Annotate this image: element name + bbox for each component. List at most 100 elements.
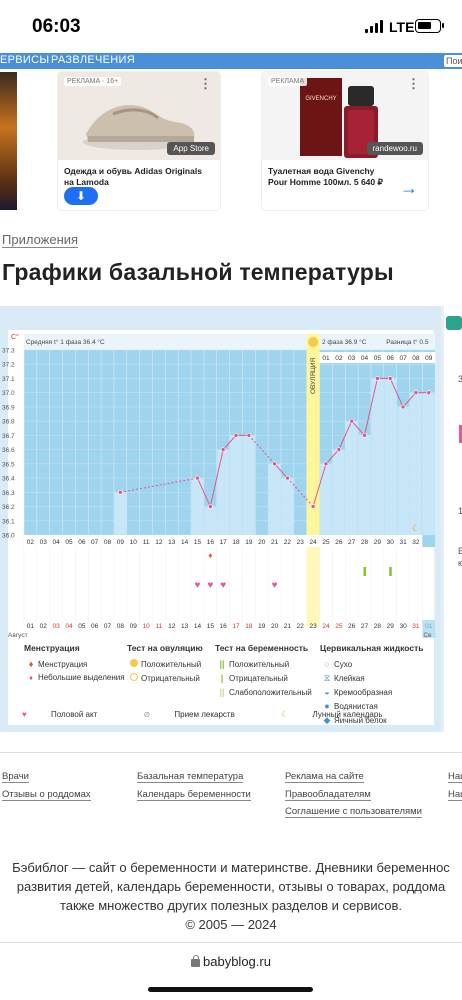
arrow-right-icon[interactable]: →: [400, 178, 418, 198]
y-tick-label: 36.9: [2, 404, 15, 411]
nav-item-services[interactable]: ЕРВИСЫ: [0, 54, 50, 66]
lock-icon: [191, 955, 201, 967]
small-bleeding-icon: ♦: [208, 551, 212, 560]
temperature-line-segment: [197, 477, 211, 507]
footer-link-maternity-reviews[interactable]: Отзывы о роддомах: [2, 789, 91, 801]
footer-link-more[interactable]: Наш: [448, 771, 462, 783]
temperature-line-segment: [312, 463, 327, 507]
date-label: 06: [91, 623, 99, 630]
footer-link-pregnancy-calendar[interactable]: Календарь беременности: [137, 789, 251, 801]
footer-link-more[interactable]: Наш: [448, 789, 462, 801]
pregnancy-test-negative-icon: [389, 567, 392, 576]
signal-icon: [365, 20, 383, 33]
temperature-bar: [204, 506, 217, 535]
date-label: 16: [220, 623, 228, 630]
url-text[interactable]: babyblog.ru: [203, 954, 271, 969]
date-label: 17: [232, 623, 240, 630]
phase2-day-cell: [319, 352, 333, 363]
pill-icon: ⊘: [143, 710, 151, 719]
legend-ovulation-test: Тест на овуляцию Положительный Отрицател…: [127, 643, 203, 685]
cycle-day-label: 29: [374, 539, 382, 546]
date-label: 01: [27, 623, 35, 630]
footer-divider: [0, 752, 462, 753]
cycle-day-label: 20: [258, 539, 266, 546]
negative-circle-icon: [127, 671, 141, 685]
nav-item-entertainment[interactable]: РАЗВЛЕЧЕНИЯ: [51, 54, 135, 66]
ad-banner-left[interactable]: [0, 72, 17, 210]
ad-title[interactable]: Одежда и обувь Adidas Originals на Lamod…: [64, 166, 202, 187]
temperature-bar: [384, 378, 397, 535]
ad-image-sneakers: [58, 72, 220, 160]
footer-link-bbt[interactable]: Базальная температура: [137, 771, 244, 783]
top-navigation: ЕРВИСЫ РАЗВЛЕЧЕНИЯ Пои: [0, 53, 462, 69]
ad-card-givenchy[interactable]: GIVENCHY РЕКЛАМА ⋮ randewoo.ru Туалетная…: [262, 72, 428, 210]
intercourse-heart-icon: ♥: [195, 580, 201, 591]
side-panel-text: В: [458, 546, 462, 556]
intercourse-heart-icon: ♥: [272, 580, 278, 591]
temperature-point: [272, 461, 277, 467]
temperature-bar: [397, 406, 409, 535]
date-label: 27: [361, 623, 369, 630]
date-label: 12: [168, 623, 176, 630]
temperature-point: [233, 433, 239, 438]
search-input[interactable]: Пои: [444, 55, 462, 67]
temperature-line-segment: [120, 477, 198, 493]
date-label: 22: [297, 623, 305, 630]
address-bar[interactable]: babyblog.ru: [0, 954, 462, 969]
appstore-badge: App Store: [167, 142, 215, 155]
temperature-bar: [358, 435, 371, 535]
home-indicator[interactable]: [148, 987, 313, 992]
legend-bottom: ♥ Половой акт ⊘ Прием лекарств ☾ Лунный …: [22, 710, 383, 719]
temperature-line-segment: [389, 378, 404, 408]
cycle-day-label: 30: [387, 539, 395, 546]
date-label: 25: [335, 623, 343, 630]
sticky-icon: ⧖: [323, 673, 331, 683]
ad-title[interactable]: Туалетная вода Givenchy Pour Homme 100мл…: [268, 166, 383, 187]
drop-icon: ♦: [28, 659, 34, 669]
phase2-day-label: 09: [425, 355, 433, 362]
intercourse-heart-icon: ♥: [207, 580, 213, 591]
footer-link-user-agreement[interactable]: Соглашение с пользователями: [285, 806, 422, 818]
temperature-bar: [345, 421, 358, 535]
date-label: 08: [117, 623, 125, 630]
network-label: LTE: [389, 19, 415, 35]
date-label: 29: [387, 623, 395, 630]
temperature-point: [426, 390, 432, 395]
copyright: © 2005 — 2024: [185, 917, 277, 932]
page-title: Графики базальной температуры: [2, 259, 394, 285]
watery-icon: ●: [324, 701, 330, 711]
positive-circle-icon: [127, 657, 141, 671]
ad-tag: РЕКЛАМА: [268, 77, 308, 86]
cycle-day-label: 25: [322, 539, 330, 546]
cycle-day-label: 10: [130, 539, 138, 546]
footer-link-rightsholders[interactable]: Правообладателям: [285, 789, 371, 801]
phase2-day-cell: [396, 352, 410, 363]
more-options-icon[interactable]: ⋮: [407, 76, 420, 91]
side-panel-badge[interactable]: [446, 316, 462, 330]
temperature-line-segment: [364, 378, 378, 436]
download-button[interactable]: ⬇: [64, 187, 98, 205]
y-tick-label: 36.6: [2, 447, 15, 454]
y-tick-label: 36.3: [2, 490, 15, 497]
temperature-bar: [114, 492, 127, 535]
temperature-bar: [268, 463, 281, 535]
ad-brand-text: GIVENCHY: [305, 96, 336, 102]
footer-link-advertising[interactable]: Реклама на сайте: [285, 771, 364, 783]
more-options-icon[interactable]: ⋮: [199, 76, 212, 91]
cycle-day-label: 13: [168, 539, 176, 546]
y-tick-label: 36.0: [2, 533, 15, 540]
side-panel-text: к: [458, 558, 462, 568]
temperature-bar: [332, 449, 345, 535]
temperature-point: [400, 404, 406, 410]
battery-icon: [415, 19, 444, 33]
ad-card-adidas[interactable]: РЕКЛАМА · 16+ ⋮ App Store Одежда и обувь…: [58, 72, 220, 210]
cycle-day-label: 32: [412, 539, 420, 546]
footer-link-doctors[interactable]: Врачи: [2, 771, 29, 783]
temperature-bar: [191, 478, 204, 535]
cycle-day-label: 26: [335, 539, 343, 546]
side-panel-text: 1: [458, 506, 462, 516]
browser-divider: [0, 942, 462, 943]
breadcrumb[interactable]: Приложения: [2, 232, 79, 248]
temperature-point: [208, 504, 213, 509]
moon-icon: ☾: [412, 523, 420, 533]
